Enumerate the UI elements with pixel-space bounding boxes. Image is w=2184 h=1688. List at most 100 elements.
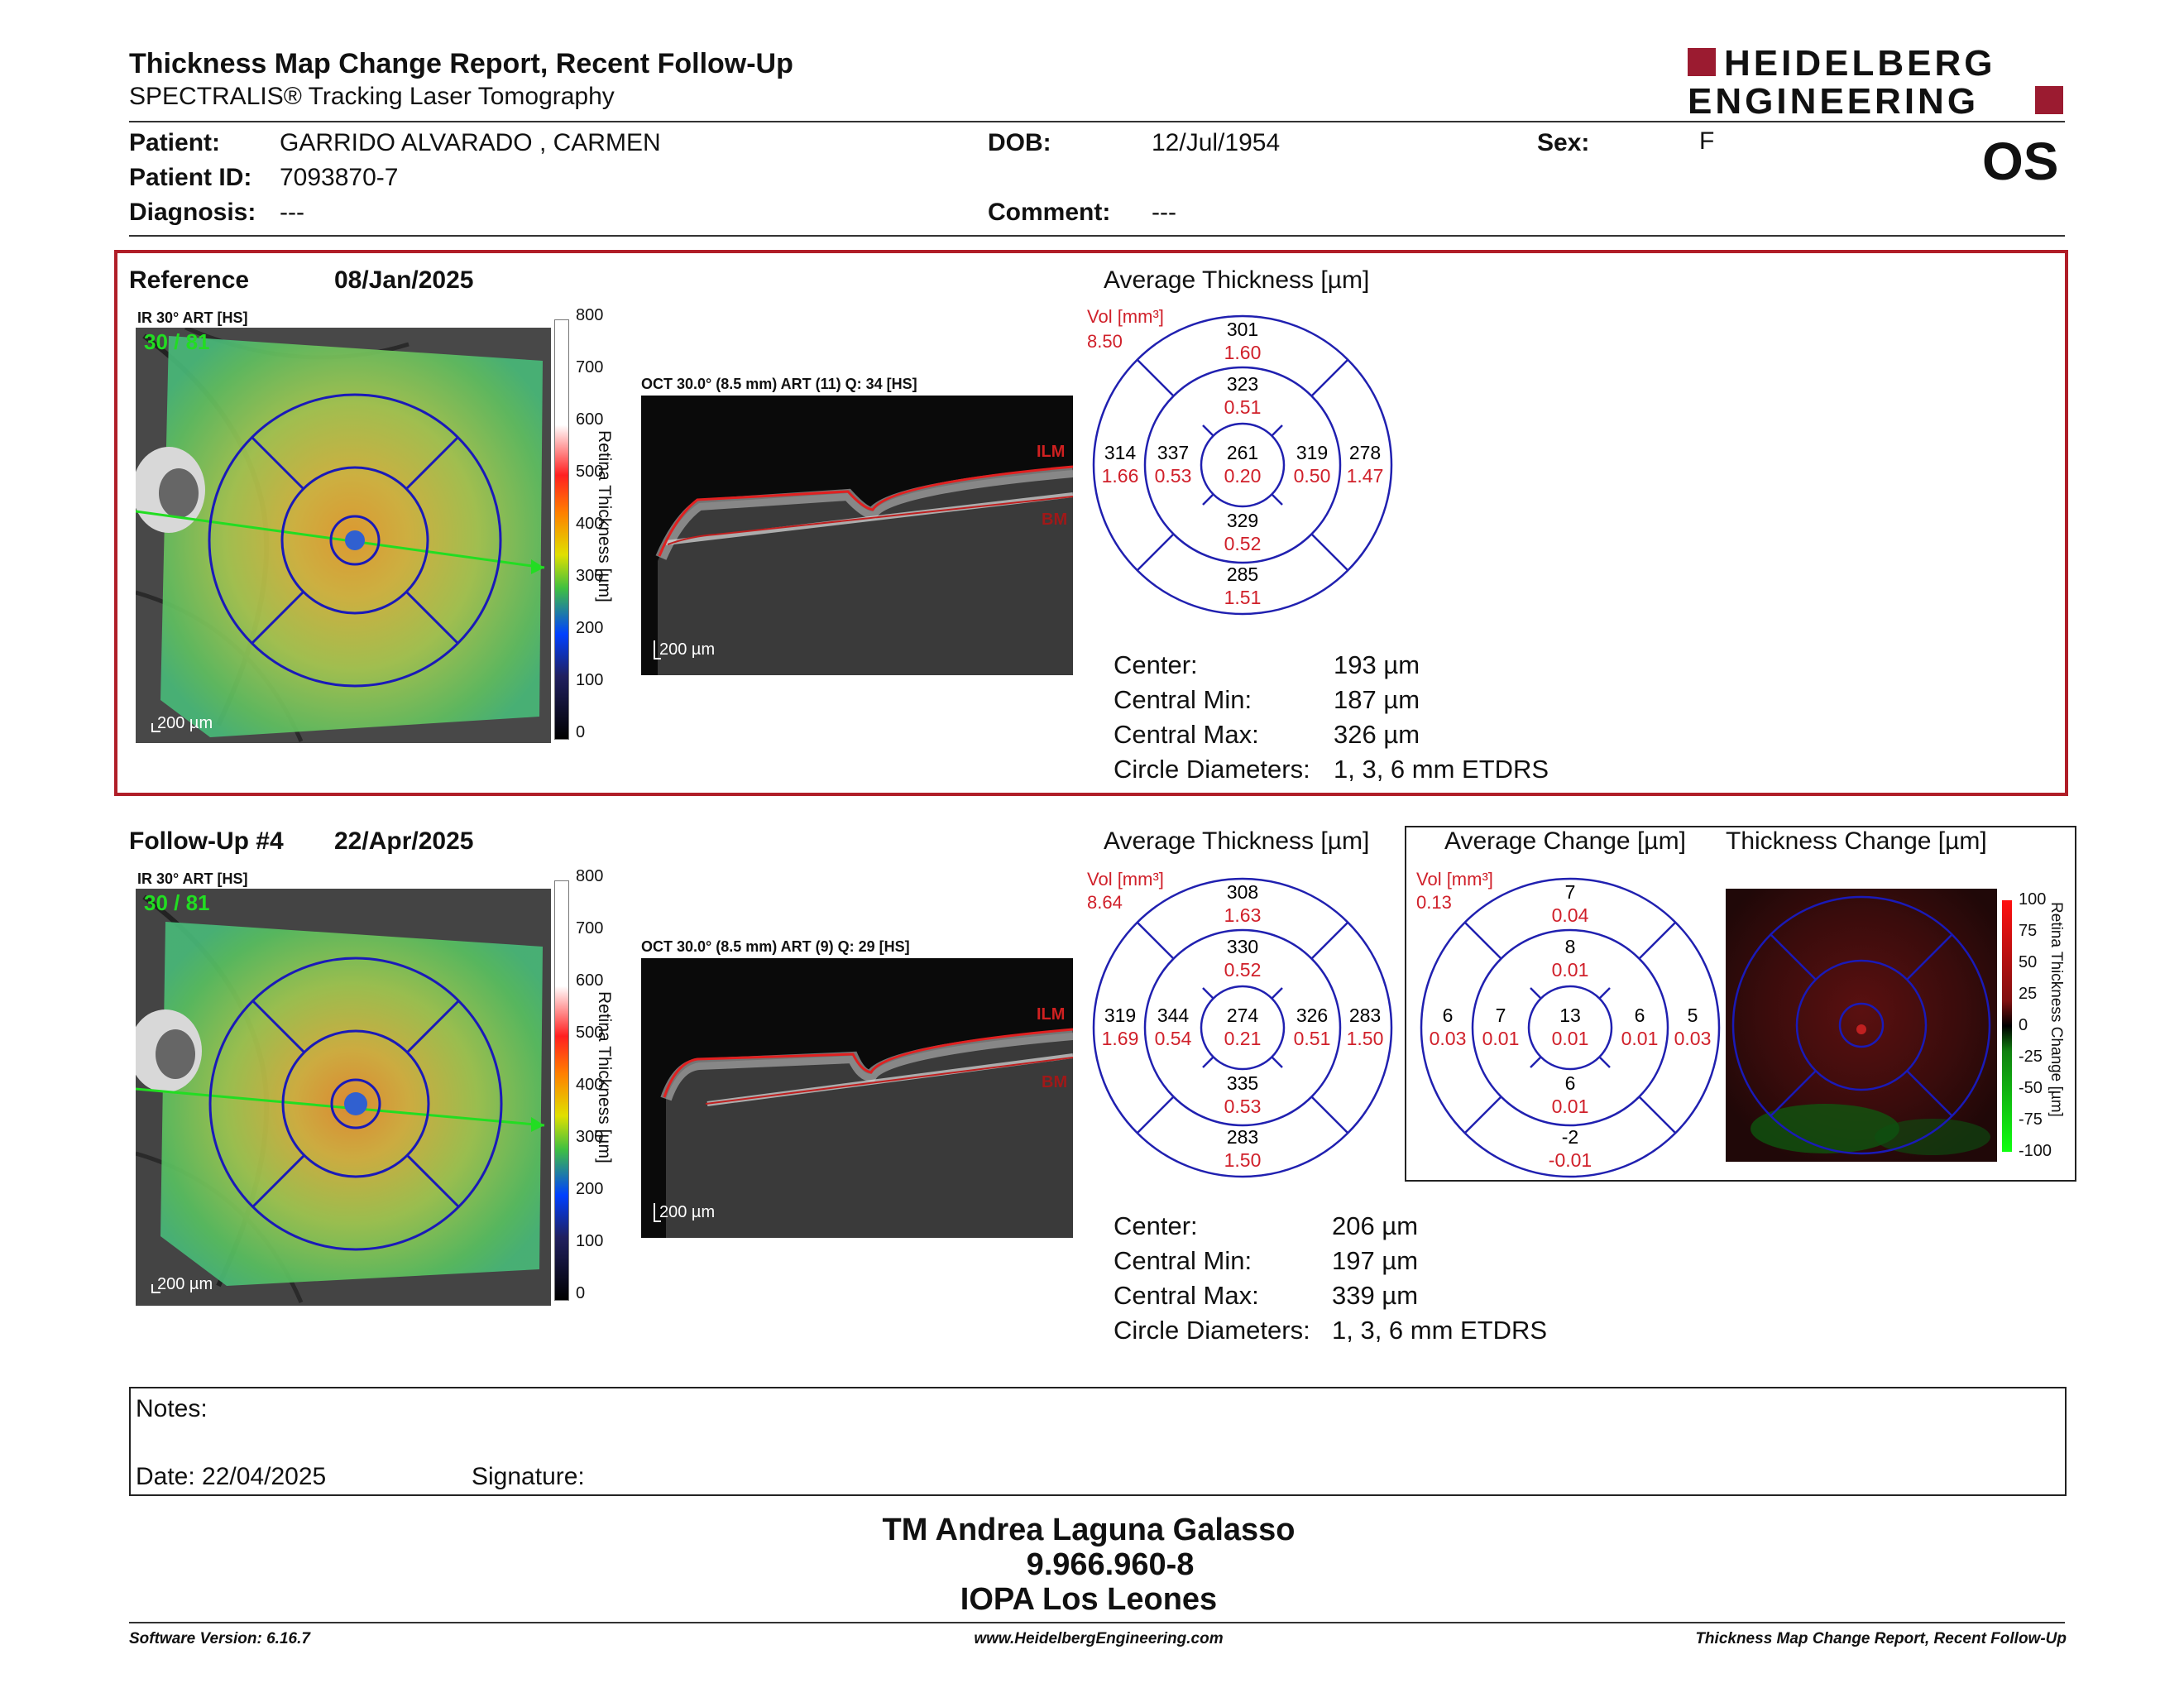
heidelberg-logo: HEIDELBERG ENGINEERING bbox=[1688, 43, 2068, 122]
thickness-axis-label: Retina Thickness [µm] bbox=[595, 991, 614, 1163]
report-title: Thickness Map Change Report, Recent Foll… bbox=[129, 48, 793, 79]
ir-label: IR 30° ART [HS] bbox=[137, 309, 248, 326]
avg-thickness-title: Average Thickness [µm] bbox=[1104, 266, 1370, 294]
change-outer-right: 5 bbox=[1688, 1005, 1698, 1026]
change-box bbox=[1405, 826, 2076, 1182]
tick: -50 bbox=[2019, 1079, 2043, 1097]
tick: -100 bbox=[2019, 1142, 2052, 1160]
reference-oct-image: ILM BM 200 µm bbox=[641, 396, 1074, 675]
oct-scale-label: 200 µm bbox=[659, 1203, 715, 1221]
etdrs-outer-top: 301 bbox=[1227, 319, 1258, 340]
ir-overlay-text: 30 / 81 bbox=[144, 329, 210, 354]
etdrs-outer-right: 278 bbox=[1349, 442, 1381, 463]
tick: 0 bbox=[576, 723, 586, 741]
change-inner-right: 6 bbox=[1635, 1005, 1645, 1026]
tick: 800 bbox=[576, 867, 604, 885]
etdrs-inner-left-vol: 0.54 bbox=[1155, 1028, 1192, 1049]
etdrs-outer-left: 314 bbox=[1104, 442, 1137, 463]
tick: 0 bbox=[576, 1284, 586, 1302]
diagnosis-label: Diagnosis: bbox=[129, 199, 256, 226]
etdrs-outer-top-vol: 1.60 bbox=[1224, 342, 1262, 363]
stat-label: Central Max: bbox=[1114, 720, 1259, 749]
dob-label: DOB: bbox=[988, 129, 1051, 156]
tick: -75 bbox=[2019, 1110, 2043, 1129]
change-inner-left: 7 bbox=[1496, 1005, 1506, 1026]
thickness-ticks: 800 700 600 500 400 300 200 100 0 bbox=[576, 867, 625, 1302]
followup-oct-image: ILM BM 200 µm bbox=[641, 958, 1074, 1238]
oct-scale-label: 200 µm bbox=[659, 640, 715, 659]
etdrs-outer-bottom: 285 bbox=[1227, 563, 1258, 585]
sex-value: F bbox=[1699, 127, 1715, 155]
etdrs-inner-bottom: 335 bbox=[1227, 1072, 1258, 1094]
etdrs-center: 261 bbox=[1227, 442, 1258, 463]
bm-label: BM bbox=[1042, 511, 1067, 529]
etdrs-inner-left: 337 bbox=[1157, 442, 1189, 463]
stat-value: 187 µm bbox=[1334, 685, 1420, 714]
etdrs-outer-right: 283 bbox=[1349, 1005, 1381, 1026]
tick: 100 bbox=[576, 1232, 604, 1250]
etdrs-inner-top-vol: 0.52 bbox=[1224, 959, 1262, 981]
scale-label: 200 µm bbox=[157, 1275, 213, 1293]
etdrs-inner-bottom-vol: 0.53 bbox=[1224, 1096, 1262, 1117]
stat-label: Central Min: bbox=[1114, 685, 1252, 714]
thickness-colorbar bbox=[554, 319, 569, 740]
tick: 200 bbox=[576, 619, 604, 637]
etdrs-inner-right: 326 bbox=[1296, 1005, 1328, 1026]
etdrs-outer-left-vol: 1.69 bbox=[1102, 1028, 1139, 1049]
thickness-change-title: Thickness Change [µm] bbox=[1726, 827, 1987, 855]
footer-report-name: Thickness Map Change Report, Recent Foll… bbox=[1695, 1630, 2067, 1647]
tick: 100 bbox=[576, 671, 604, 689]
ilm-label: ILM bbox=[1037, 1005, 1065, 1024]
logo-line2: ENGINEERING bbox=[1688, 81, 1980, 122]
followup-label: Follow-Up #4 bbox=[129, 827, 284, 855]
date-label: Date: 22/04/2025 bbox=[136, 1463, 327, 1490]
tick: 600 bbox=[576, 410, 604, 429]
stat-value: 339 µm bbox=[1332, 1281, 1419, 1310]
reference-date: 08/Jan/2025 bbox=[334, 266, 474, 294]
comment-label: Comment: bbox=[988, 199, 1111, 226]
patient-label: Patient: bbox=[129, 129, 221, 156]
etdrs-center: 274 bbox=[1227, 1005, 1259, 1026]
etdrs-outer-left: 319 bbox=[1104, 1005, 1136, 1026]
tick: 700 bbox=[576, 919, 604, 938]
notes-box[interactable] bbox=[129, 1387, 2067, 1496]
avg-thickness-title: Average Thickness [µm] bbox=[1104, 827, 1370, 855]
tick: 25 bbox=[2019, 985, 2038, 1003]
etdrs-outer-top-vol: 1.63 bbox=[1224, 904, 1262, 926]
thickness-colorbar bbox=[554, 880, 569, 1301]
software-version: Software Version: 6.16.7 bbox=[129, 1630, 310, 1647]
tick: 100 bbox=[2019, 890, 2047, 909]
oct-label: OCT 30.0° (8.5 mm) ART (11) Q: 34 [HS] bbox=[641, 376, 917, 392]
website-link[interactable]: www.HeidelbergEngineering.com bbox=[974, 1630, 1224, 1647]
stat-value: 193 µm bbox=[1334, 650, 1420, 679]
patient-id: 7093870-7 bbox=[280, 164, 399, 191]
change-inner-right-vol: 0.01 bbox=[1621, 1028, 1659, 1049]
tick: -25 bbox=[2019, 1048, 2043, 1066]
divider bbox=[129, 121, 2065, 122]
signature-label: Signature: bbox=[472, 1463, 585, 1490]
ir-overlay-text: 30 / 81 bbox=[144, 890, 210, 915]
etdrs-inner-right-vol: 0.50 bbox=[1294, 465, 1331, 487]
comment-value: --- bbox=[1152, 199, 1176, 226]
etdrs-outer-bottom-vol: 1.51 bbox=[1224, 587, 1262, 608]
etdrs-outer-left-vol: 1.66 bbox=[1102, 465, 1139, 487]
report-subtitle: SPECTRALIS® Tracking Laser Tomography bbox=[129, 83, 615, 110]
stat-label: Circle Diameters: bbox=[1114, 755, 1310, 784]
change-inner-left-vol: 0.01 bbox=[1482, 1028, 1520, 1049]
etdrs-outer-bottom: 283 bbox=[1227, 1126, 1258, 1148]
dob-value: 12/Jul/1954 bbox=[1152, 129, 1281, 156]
etdrs-inner-bottom: 329 bbox=[1227, 510, 1258, 531]
avg-change-title: Average Change [µm] bbox=[1444, 827, 1686, 855]
stat-value: 1, 3, 6 mm ETDRS bbox=[1334, 755, 1549, 784]
stat-value: 206 µm bbox=[1332, 1211, 1419, 1240]
change-outer-left: 6 bbox=[1443, 1005, 1454, 1026]
followup-date: 22/Apr/2025 bbox=[334, 827, 474, 855]
etdrs-outer-right-vol: 1.47 bbox=[1347, 465, 1384, 487]
reference-fundus-image: 30 / 81 200 µm bbox=[132, 325, 551, 743]
stat-label: Circle Diameters: bbox=[1114, 1316, 1310, 1345]
ir-label: IR 30° ART [HS] bbox=[137, 870, 248, 887]
change-outer-bottom-vol: -0.01 bbox=[1549, 1149, 1592, 1171]
etdrs-inner-right-vol: 0.51 bbox=[1294, 1028, 1331, 1049]
etdrs-outer-top: 308 bbox=[1227, 881, 1258, 903]
signer-institution: IOPA Los Leones bbox=[960, 1582, 1218, 1617]
